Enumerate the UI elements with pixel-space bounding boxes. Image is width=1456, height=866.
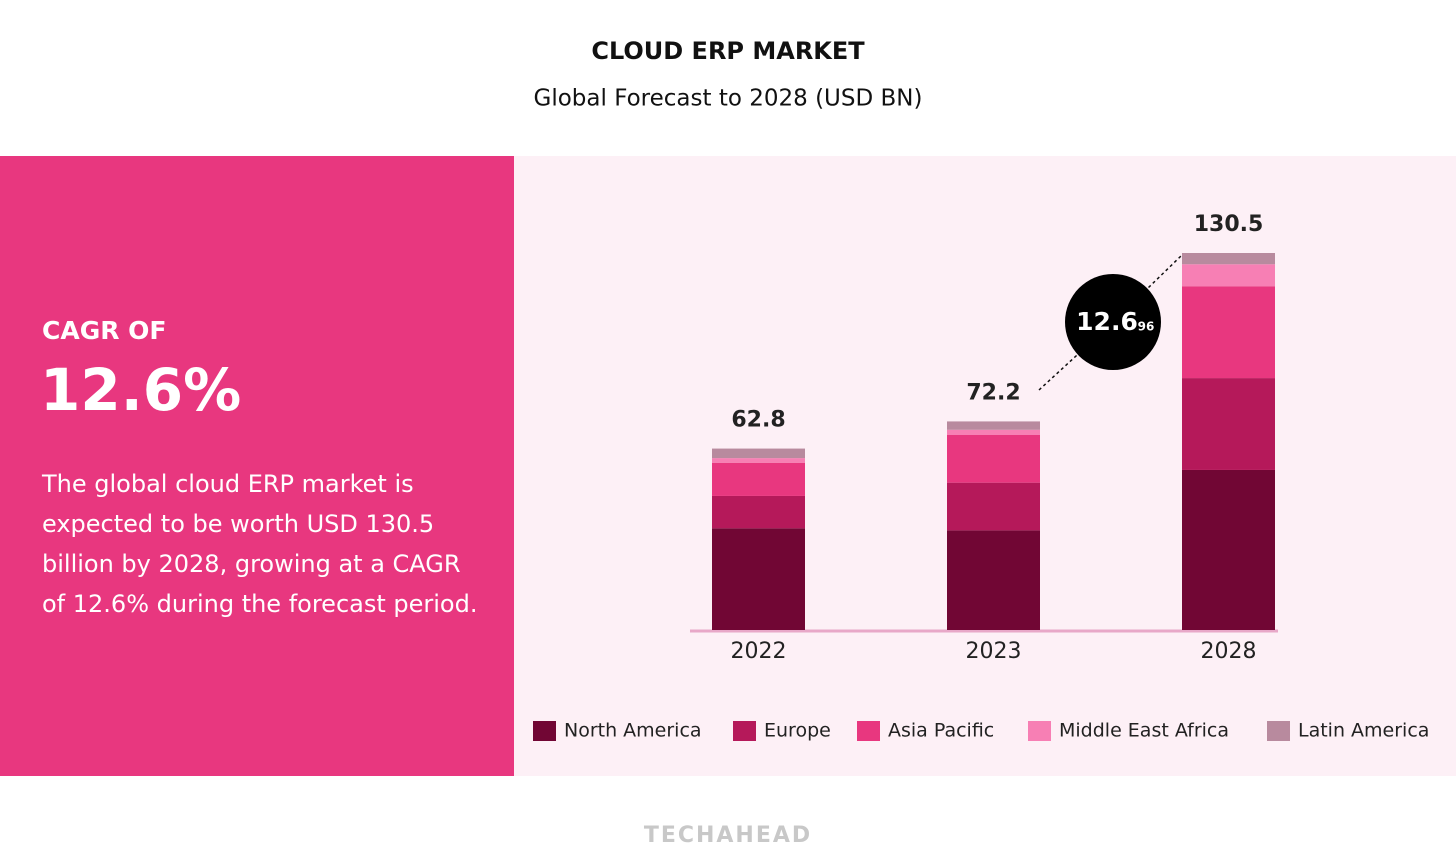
cagr-bubble <box>1065 274 1161 370</box>
bar-segment <box>947 435 1040 483</box>
legend-swatch <box>857 721 880 741</box>
chart-subtitle: Global Forecast to 2028 (USD BN) <box>534 86 923 112</box>
bar-segment <box>1182 469 1275 630</box>
bar-segment <box>947 421 1040 430</box>
x-tick-label: 2028 <box>1201 639 1257 664</box>
legend-label: Latin America <box>1298 720 1429 742</box>
chart-title: CLOUD ERP MARKET <box>591 37 865 65</box>
bar-segment <box>712 458 805 463</box>
cagr-connector <box>1038 254 1183 391</box>
x-tick-label: 2022 <box>731 639 787 664</box>
bar-segment <box>712 448 805 459</box>
legend-label: Europe <box>764 720 831 742</box>
bar-segment <box>712 495 805 529</box>
x-tick-label: 2023 <box>966 639 1022 664</box>
legend-swatch <box>733 721 756 741</box>
description-line: expected to be worth USD 130.5 <box>42 510 434 538</box>
legend-label: Middle East Africa <box>1059 720 1229 742</box>
description-line: The global cloud ERP market is <box>41 470 414 498</box>
bar-segment <box>1182 378 1275 470</box>
left-panel <box>0 156 514 776</box>
bar-segment <box>712 462 805 496</box>
legend-swatch <box>1028 721 1051 741</box>
legend-swatch <box>1267 721 1290 741</box>
bar-segment <box>947 429 1040 435</box>
footer-brand: TECHAHEAD <box>644 823 812 848</box>
legend-swatch <box>533 721 556 741</box>
bar-segment <box>1182 264 1275 287</box>
description-line: billion by 2028, growing at a CAGR <box>42 550 461 578</box>
bubble-unit: 96 <box>1138 320 1155 334</box>
bar-segment <box>712 528 805 630</box>
bar-segment <box>947 530 1040 630</box>
legend-label: Asia Pacific <box>888 720 994 742</box>
cagr-heading: CAGR OF <box>42 316 167 345</box>
bar-segment <box>1182 286 1275 379</box>
bar-segment <box>947 482 1040 531</box>
legend-label: North America <box>564 720 702 742</box>
description-line: of 12.6% during the forecast period. <box>42 590 477 618</box>
bar-segment <box>1182 253 1275 265</box>
total-label: 62.8 <box>731 408 785 433</box>
total-label: 72.2 <box>966 380 1020 405</box>
cagr-value: 12.6% <box>40 356 241 424</box>
total-label: 130.5 <box>1194 212 1264 237</box>
bubble-value: 12.6 <box>1076 307 1138 336</box>
